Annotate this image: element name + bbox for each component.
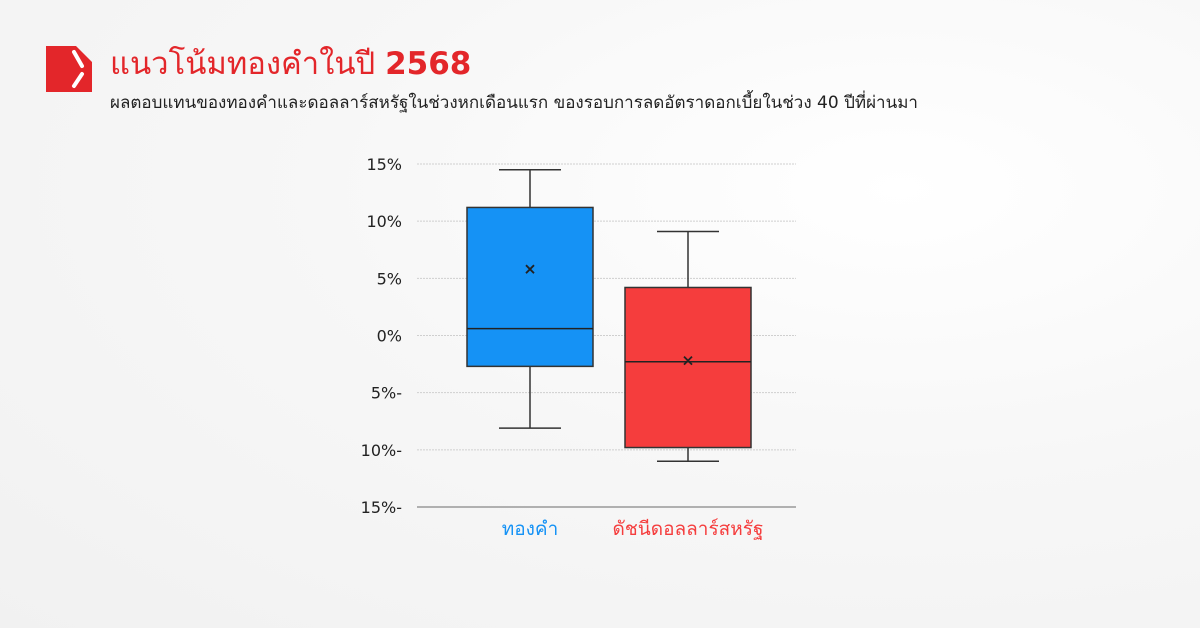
mean-marker xyxy=(683,356,693,366)
y-tick-label: 10%- xyxy=(361,441,402,460)
page-subtitle: ผลตอบแทนของทองคำและดอลลาร์สหรัฐในช่วงหกเ… xyxy=(110,93,918,113)
y-tick-label: 0% xyxy=(377,327,402,346)
mean-marker xyxy=(525,264,535,274)
y-tick-label: 15%- xyxy=(361,498,402,517)
box xyxy=(624,286,752,449)
page-title: แนวโน้มทองคำในปี 2568 xyxy=(110,46,472,82)
y-tick-label: 10% xyxy=(366,212,402,231)
brand-logo xyxy=(46,46,92,92)
x-category-label: ทองคำ xyxy=(502,518,559,540)
y-tick-label: 5%- xyxy=(371,384,402,403)
y-tick-label: 5% xyxy=(377,269,402,288)
x-category-label: ดัชนีดอลลาร์สหรัฐ xyxy=(613,518,764,540)
y-tick-label: 15% xyxy=(366,155,402,174)
box xyxy=(466,206,594,368)
